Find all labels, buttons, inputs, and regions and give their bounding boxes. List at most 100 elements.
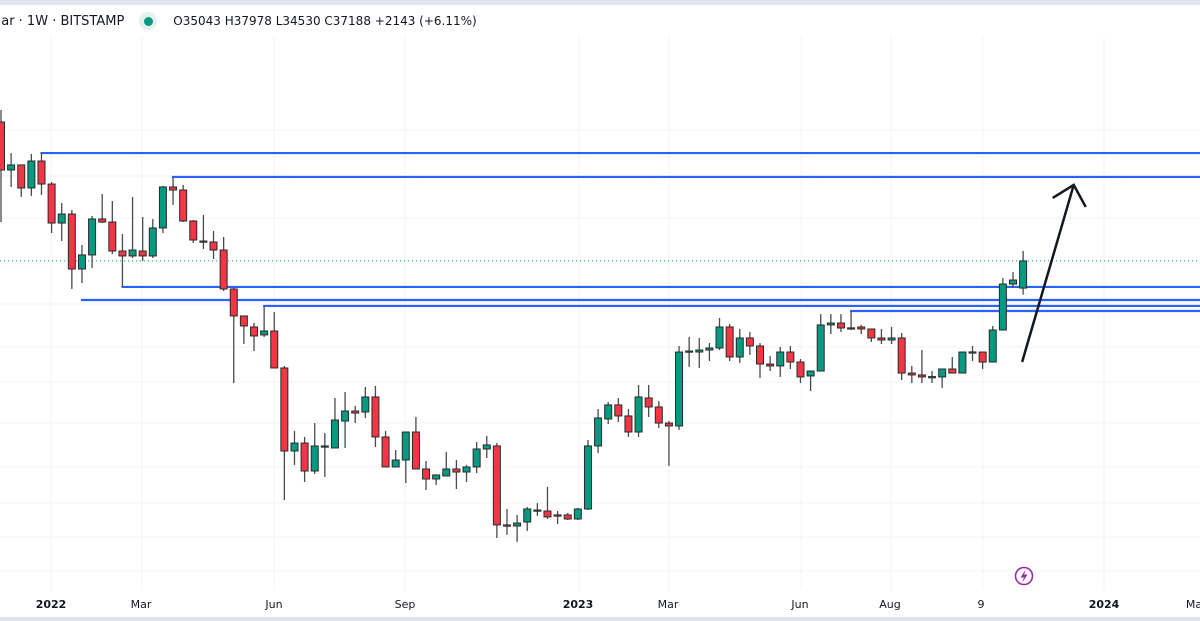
time-axis-label: Mar xyxy=(658,598,679,611)
candle xyxy=(442,452,451,477)
candle-body-down xyxy=(786,351,795,363)
candle-body-up xyxy=(472,448,481,468)
arrow-annotation[interactable] xyxy=(1020,183,1087,363)
candle xyxy=(553,511,562,525)
candle xyxy=(250,323,258,352)
candle-body-up xyxy=(685,350,694,353)
candle-body-down xyxy=(199,240,208,243)
candle xyxy=(371,385,380,447)
candle-body-up xyxy=(482,444,491,450)
candle-body-up xyxy=(573,508,582,520)
candle xyxy=(675,345,684,430)
candle-body-down xyxy=(503,524,511,527)
candle-body-down xyxy=(664,422,673,427)
candle xyxy=(98,194,107,224)
candle xyxy=(907,365,916,384)
candle-body-up xyxy=(928,376,937,379)
candle xyxy=(533,503,542,516)
candle-body-up xyxy=(826,322,835,326)
candle xyxy=(958,351,967,374)
time-axis-label: 2022 xyxy=(36,598,67,611)
candle-body-up xyxy=(604,404,613,420)
candle-body-up xyxy=(462,466,471,473)
candle-body-down xyxy=(67,213,76,270)
candle-body-down xyxy=(108,221,117,252)
candle xyxy=(756,343,764,378)
candle xyxy=(604,402,613,425)
time-axis-label: Ma xyxy=(1186,598,1200,611)
time-axis-label: Aug xyxy=(879,598,900,611)
candle xyxy=(310,423,319,475)
candle-body-up xyxy=(88,218,97,256)
candle-body-up xyxy=(1019,260,1028,289)
candle-body-down xyxy=(219,249,228,290)
candle xyxy=(857,324,866,335)
candle-body-up xyxy=(715,326,724,349)
candle-body-down xyxy=(897,337,906,374)
candle-body-down xyxy=(766,363,775,367)
candle-body-down xyxy=(37,160,46,185)
ohlc-values: O35043 H37978 L34530 C37188 +2143 (+6.11… xyxy=(173,14,477,28)
candle-body-down xyxy=(270,330,279,369)
candle-body-up xyxy=(776,351,785,367)
candle-body-up xyxy=(988,329,997,363)
candle xyxy=(330,397,339,449)
candle xyxy=(938,368,947,388)
candle-body-down xyxy=(138,250,147,257)
candle xyxy=(452,460,461,489)
candle xyxy=(624,408,633,437)
candle xyxy=(705,343,714,362)
candle-body-down xyxy=(917,374,926,378)
candle-body-down xyxy=(614,404,623,417)
candle-body-down xyxy=(250,326,258,337)
symbol-title[interactable]: llar · 1W · BITSTAMP xyxy=(0,13,125,29)
candle-body-up xyxy=(158,186,167,229)
candle-body-down xyxy=(411,431,420,470)
candle-body-up xyxy=(968,351,977,354)
top-toolbar-edge xyxy=(0,0,1200,5)
time-axis-label: Jun xyxy=(790,598,808,611)
candle-body-up xyxy=(260,330,269,336)
candle xyxy=(695,337,704,368)
candle-body-up xyxy=(583,445,592,510)
candle-body-down xyxy=(867,328,876,339)
candle-body-down xyxy=(381,436,390,468)
candle-body-up xyxy=(27,160,36,189)
candle xyxy=(745,332,754,355)
candle xyxy=(158,185,167,234)
candle xyxy=(887,326,896,345)
candle xyxy=(179,184,188,223)
candle xyxy=(280,365,289,500)
candle-body-up xyxy=(401,431,410,461)
candle-body-down xyxy=(847,327,856,330)
candle xyxy=(320,433,329,477)
grid xyxy=(0,36,1200,590)
candle-body-down xyxy=(725,326,734,358)
candle xyxy=(239,315,248,345)
candle-body-up xyxy=(695,349,704,353)
candle-body-up xyxy=(128,249,137,257)
lightning-icon[interactable] xyxy=(1014,566,1034,586)
candle-body-up xyxy=(320,445,329,448)
candle xyxy=(503,508,511,535)
candle-body-up xyxy=(634,396,643,433)
time-axis-label: 2023 xyxy=(563,598,594,611)
candle-body-down xyxy=(543,510,552,518)
candle-body-up xyxy=(735,337,744,358)
candle xyxy=(998,277,1007,331)
candle-body-down xyxy=(745,337,754,347)
candle-body-up xyxy=(523,508,532,523)
time-axis[interactable]: 2022 Mar Jun Sep 2023 Mar Jun Aug 9 2024 Ma xyxy=(36,598,1200,611)
candle xyxy=(169,176,178,205)
candle xyxy=(108,201,117,255)
market-status-icon[interactable] xyxy=(139,12,158,30)
candle xyxy=(209,231,218,259)
candle xyxy=(594,408,603,454)
candle xyxy=(27,154,36,196)
candle xyxy=(189,220,198,244)
candle xyxy=(563,513,572,520)
candle-body-up xyxy=(391,459,400,468)
candle xyxy=(148,218,157,258)
candle xyxy=(806,370,815,392)
